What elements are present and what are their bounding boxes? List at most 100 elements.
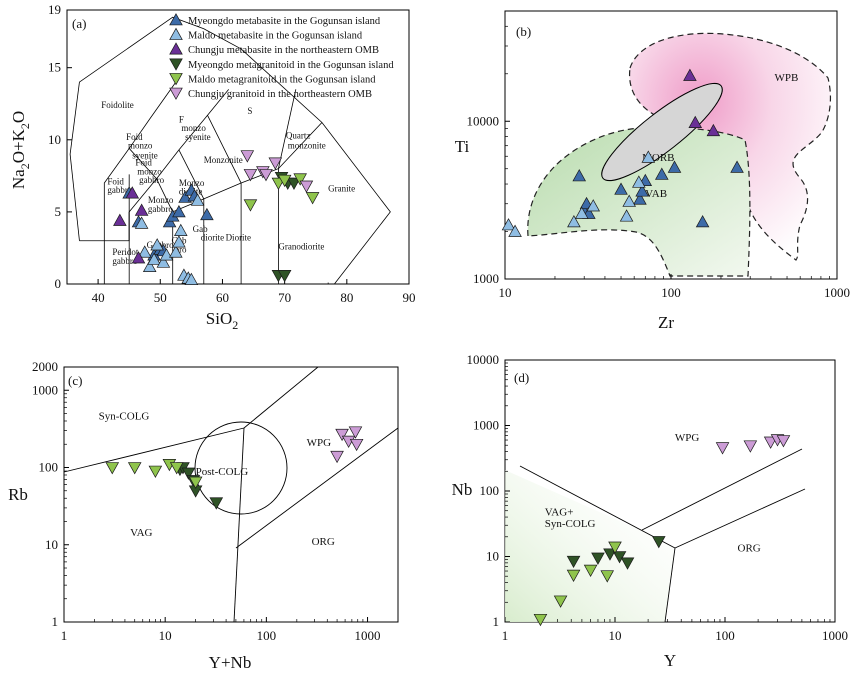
field-label: Granodiorite [278,241,324,251]
x-tick-label: 1000 [824,285,850,300]
x-tick-label: 100 [661,285,681,300]
data-point-chungju-granitoid [299,180,314,193]
data-point-maldo-metabasite [169,245,183,258]
y-tick-label: 10 [486,549,499,564]
legend-marker [169,87,183,100]
data-point-maldo-metabasite [586,199,601,212]
field-boundary [178,149,205,200]
legend-label: Myeongdo metagranitoid in the Gogunsan i… [188,60,394,71]
y-tick-label: 100 [39,460,59,475]
x-tick-label: 50 [154,290,167,305]
data-point-maldo-metagranitoid [583,564,598,578]
data-point-myeongdo-metabasite [695,215,710,228]
data-point-maldo-metabasite [156,255,171,268]
field-label: Syn-COLG [99,410,150,422]
x-tick-label: 1000 [822,628,848,643]
panel-b-xlabel: Zr [658,313,674,332]
field-label: Gab [193,224,208,234]
panel-c-label: (c) [68,373,82,388]
legend-label: Chungju granitoid in the northeastern OM… [188,89,372,100]
panel-a-label: (a) [72,16,86,31]
panel-a-ticks: 40 50 60 70 80 90 0 5 10 15 19 [48,2,416,305]
panel-b-data-points [501,68,744,237]
y-tick-label: 10000 [467,113,500,128]
panel-d-label: (d) [514,370,529,385]
field-label: ORG [738,542,761,554]
data-point-maldo-metabasite [190,193,205,206]
data-point-myeongdo-metabasite [730,160,744,173]
legend-marker [169,58,183,71]
field-label: Foidolite [101,100,134,110]
data-point-myeongdo-metagranitoid [591,552,605,565]
field-label: monzo [181,123,206,133]
data-point-chungju-metabasite [131,251,146,264]
data-point-maldo-metagranitoid [553,595,568,608]
data-point-maldo-metagranitoid [600,570,615,583]
panel-a-field-labels: FoidoliteFoidmonzosyeniteFoidmonzogabbro… [101,100,355,266]
panel-d-ticks: 1 10 100 1000 1 10 100 1000 10000 [467,352,849,643]
field-label: WPG [307,437,332,449]
field-label: gabbro [112,256,137,266]
legend-marker [169,27,183,40]
data-point-maldo-metabasite [619,209,634,222]
data-point-maldo-metabasite [147,252,161,265]
data-point-myeongdo-metagranitoid [651,536,666,549]
panel-b-ticks: 10 100 1000 1000 10000 [467,25,850,300]
data-point-chungju-granitoid [335,428,349,442]
field-label: Granite [328,184,355,194]
legend-label: Chungju metabasite in the northeastern O… [188,45,379,56]
data-point-chungju-granitoid [268,157,283,170]
panel-b-ylabel: Ti [455,137,470,156]
panel-a-ylabel: Na2O+K2O [9,111,32,189]
field-label: syenite [132,151,158,161]
data-point-maldo-metagranitoid [148,465,163,478]
field-label: Monzo [148,195,174,205]
data-point-myeongdo-metagranitoid [277,270,292,283]
x-tick-label: 10 [159,628,172,643]
data-point-maldo-metabasite [508,224,522,237]
data-point-chungju-metabasite [683,68,697,81]
data-point-chungju-metabasite [688,115,703,128]
field-label: Quartz [286,130,311,140]
field-label: gabbro [139,175,164,185]
legend-marker [169,73,183,86]
x-tick-label: 10 [499,285,512,300]
data-point-maldo-metabasite [137,245,152,258]
data-point-myeongdo-metagranitoid [620,557,635,570]
field-label: Foid [135,158,152,168]
field-boundary [278,122,323,169]
field-label: Peridot [112,247,138,257]
data-point-chungju-granitoid [743,440,758,453]
field-label: Diorite [226,233,252,243]
panel-b-morb-field [601,82,723,182]
legend-label: Maldo metabasite in the Gogunsan island [188,31,363,42]
panel-a-data-points [113,150,320,285]
data-point-myeongdo-metabasite [178,190,192,203]
data-point-chungju-granitoid [715,442,730,455]
data-point-chungju-granitoid [348,426,363,439]
x-tick-label: 1 [502,628,509,643]
data-point-maldo-metabasite [622,194,636,207]
field-label: gabbro [107,185,132,195]
data-point-maldo-metabasite [501,218,516,231]
field-label: WPB [774,72,798,84]
data-point-maldo-metabasite [150,238,164,251]
panel-c-field-labels: Syn-COLG Post-COLG WPG VAG ORG [99,410,335,547]
data-point-maldo-metabasite [574,206,589,219]
data-point-maldo-metagranitoid [533,613,548,627]
data-point-myeongdo-metabasite [200,207,214,221]
y-tick-label: 2000 [32,359,58,374]
data-point-maldo-metabasite [641,150,656,163]
field-label: monzonite [288,140,326,150]
data-point-maldo-metagranitoid [293,173,307,186]
y-tick-label: 15 [48,60,61,75]
y-tick-label: 10 [45,537,58,552]
data-point-maldo-metagranitoid [188,476,203,489]
field-label: VAG+ [545,507,574,519]
field-label: Post-COLG [196,466,249,478]
data-point-chungju-granitoid [259,169,273,182]
field-label: monzo [128,140,153,150]
x-tick-label: 1 [61,628,68,643]
data-point-maldo-metagranitoid [169,462,184,475]
